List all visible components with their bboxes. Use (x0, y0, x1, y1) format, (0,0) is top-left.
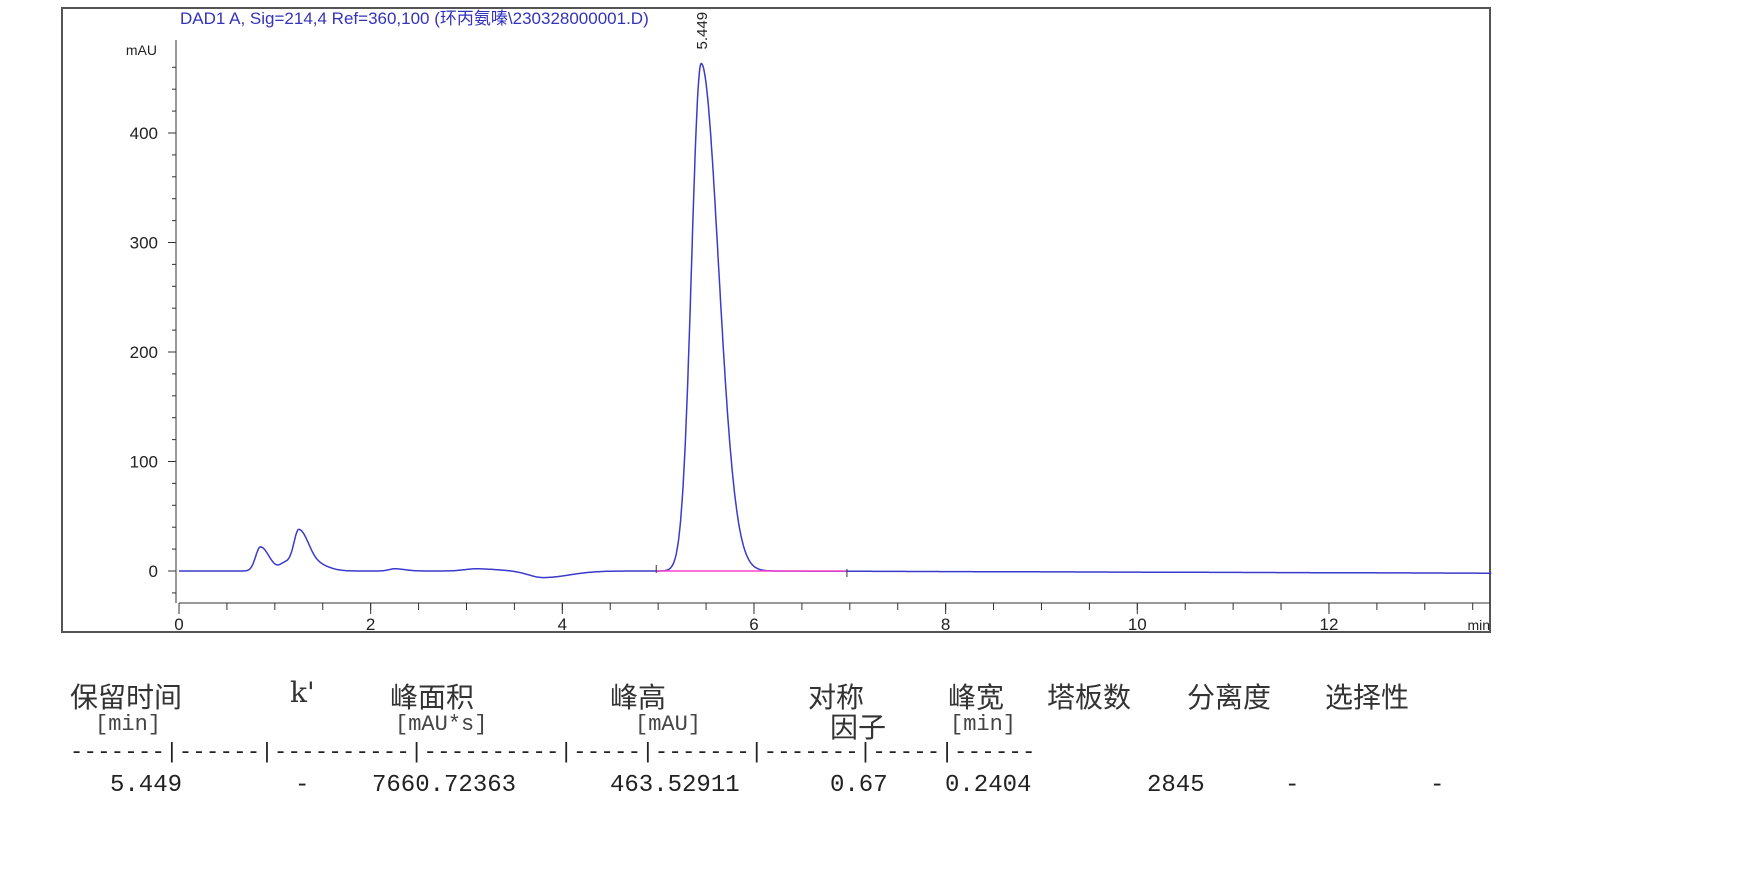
header-retention-time: 保留时间 (70, 681, 183, 714)
x-tick-label: 2 (366, 615, 375, 634)
cell-area: 7660.72363 (372, 772, 517, 799)
x-tick-label: 0 (174, 615, 183, 634)
header-resolution: 分离度 (1187, 681, 1272, 714)
header-selectivity: 选择性 (1325, 681, 1410, 714)
unit-rt: [min] (95, 712, 162, 737)
chart-title: DAD1 A, Sig=214,4 Ref=360,100 (环丙氨嗪\2303… (180, 9, 649, 28)
header-k: k' (290, 676, 315, 709)
header-symmetry: 对称 (808, 681, 865, 714)
y-tick-label: 200 (130, 343, 158, 362)
x-tick-label: 12 (1319, 615, 1338, 634)
y-tick-label: 100 (130, 453, 158, 472)
cell-height: 463.52911 (610, 772, 740, 799)
unit-width: [min] (950, 712, 1017, 737)
cell-resolution: - (1285, 772, 1300, 799)
y-tick-label: 0 (149, 562, 158, 581)
x-tick-label: 8 (941, 615, 950, 634)
x-tick-label: 4 (558, 615, 567, 634)
y-tick-label: 400 (130, 124, 158, 143)
header-area: 峰面积 (390, 681, 475, 714)
cell-symmetry: 0.67 (830, 772, 888, 799)
cell-rt: 5.449 (110, 772, 183, 799)
cell-plates: 2845 (1147, 772, 1205, 799)
table-separator: -------|------|----------|----------|---… (70, 740, 1036, 765)
unit-area: [mAU*s] (395, 712, 488, 737)
unit-height: [mAU] (635, 712, 702, 737)
cell-k: - (295, 772, 310, 799)
y-axis-label: mAU (126, 42, 157, 58)
header-symmetry-line2: 因子 (830, 711, 887, 744)
chromatogram-chart: DAD1 A, Sig=214,4 Ref=360,100 (环丙氨嗪\2303… (61, 7, 1492, 634)
header-plates: 塔板数 (1047, 681, 1132, 714)
x-axis-label: min (1467, 617, 1490, 633)
header-width: 峰宽 (948, 681, 1005, 714)
y-tick-label: 300 (130, 234, 158, 253)
cell-width: 0.2404 (945, 772, 1032, 799)
header-height: 峰高 (610, 681, 667, 714)
chromatogram-trace (179, 62, 1492, 579)
plot-frame (61, 7, 1491, 633)
x-tick-label: 6 (749, 615, 758, 634)
peak-label: 5.449 (694, 12, 711, 50)
x-tick-label: 10 (1128, 615, 1147, 634)
cell-selectivity: - (1430, 772, 1445, 799)
